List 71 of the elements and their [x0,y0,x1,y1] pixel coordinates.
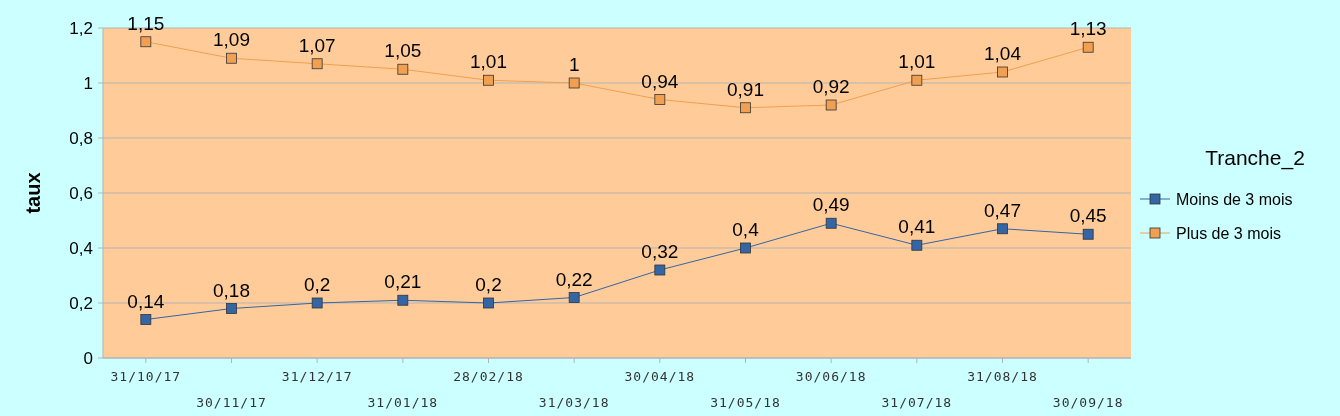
point [483,74,494,86]
x-tick-label: 30/06/18 [795,369,867,384]
data-label: 0,47 [984,199,1021,221]
point [911,239,923,251]
point [140,314,152,325]
data-label: 1,09 [213,29,250,51]
x-tick-label: 31/03/18 [538,395,610,410]
y-tick-label: 0,6 [69,184,93,203]
point [740,242,751,254]
point [226,52,237,64]
data-label: 0,2 [303,274,331,295]
x-tick-label: 30/11/17 [196,395,267,410]
x-tick-label: 31/10/17 [110,369,182,384]
data-label: 0,91 [727,78,764,100]
point [483,297,494,309]
data-label: 0,32 [641,241,679,262]
data-label: 1,05 [384,40,422,62]
point [997,223,1008,235]
point [226,303,237,314]
data-label: 0,21 [384,271,422,293]
legend-label: Moins de 3 mois [1176,191,1293,208]
data-label: 1 [568,54,580,75]
point [1082,228,1094,240]
y-axis-title: taux [22,172,44,214]
y-tick-label: 0 [83,349,93,368]
data-label: 0,49 [812,194,850,216]
point [397,294,409,306]
data-label: 0,4 [732,219,760,240]
data-label: 1,01 [898,51,936,73]
y-tick-label: 0,8 [69,129,93,148]
point [568,292,580,303]
point [740,102,751,114]
x-tick-label: 31/01/18 [367,395,439,410]
x-tick-label: 30/04/18 [624,369,696,384]
x-tick-label: 31/12/17 [281,369,353,384]
data-label: 1,01 [470,51,507,73]
x-tick-label: 31/05/18 [710,395,781,410]
point [997,66,1008,78]
y-tick-label: 1,2 [69,19,93,38]
data-label: 1,15 [127,12,165,34]
data-label: 0,14 [127,290,165,312]
point [140,36,152,48]
data-label: 1,04 [984,43,1022,64]
x-tick-label: 31/08/18 [967,369,1038,384]
point [825,217,837,229]
x-tick-label: 30/09/18 [1052,395,1124,410]
data-label: 1,07 [298,34,336,56]
x-tick-label: 31/07/18 [881,395,953,410]
point [654,264,666,276]
y-tick-label: 0,2 [69,294,93,313]
data-label: 1,13 [1069,18,1107,40]
point [911,74,923,86]
y-tick-label: 1 [83,74,93,93]
point [568,77,580,89]
y-tick-label: 0,4 [69,239,93,258]
x-tick-label: 28/02/18 [453,369,524,384]
data-label: 0,18 [213,279,250,301]
data-label: 0,22 [555,268,593,290]
data-label: 0,92 [812,76,850,97]
legend-title: Tranche_2 [1205,146,1305,170]
data-label: 0,94 [641,70,679,92]
data-label: 0,45 [1069,205,1107,227]
point [825,99,837,111]
data-label: 0,41 [898,216,936,238]
point [1082,41,1094,53]
point [397,63,409,75]
legend-label: Plus de 3 mois [1176,225,1281,242]
point [654,94,666,105]
data-label: 0,2 [475,274,502,295]
point [311,58,323,70]
point [311,297,323,309]
